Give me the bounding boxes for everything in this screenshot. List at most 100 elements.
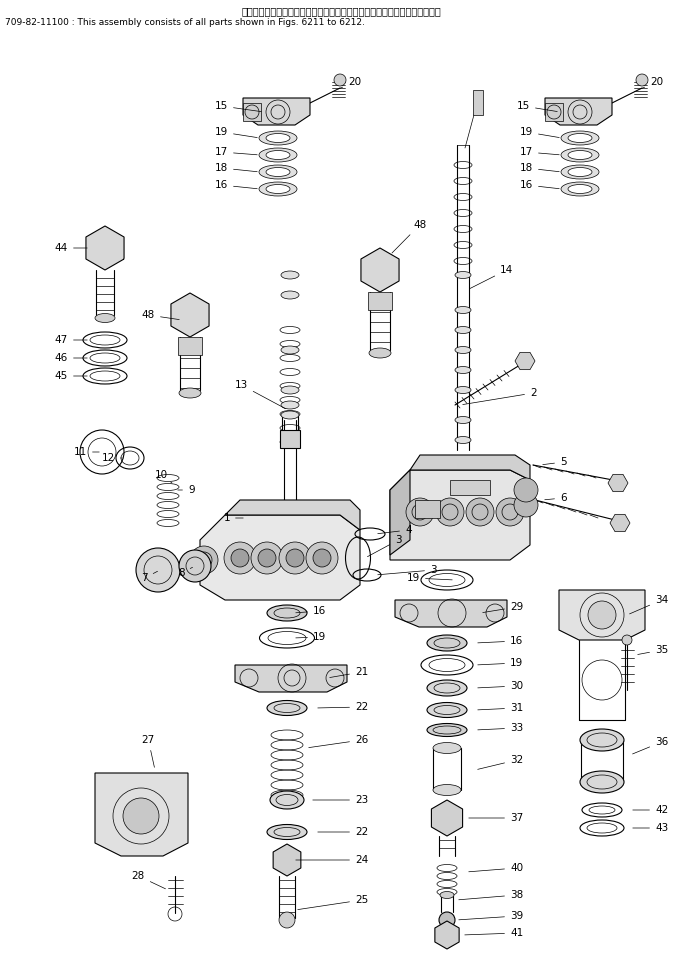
Circle shape bbox=[258, 549, 276, 567]
Text: 29: 29 bbox=[483, 602, 523, 612]
Ellipse shape bbox=[561, 165, 599, 179]
Circle shape bbox=[136, 548, 180, 592]
Ellipse shape bbox=[179, 388, 201, 398]
Circle shape bbox=[588, 601, 616, 629]
Ellipse shape bbox=[580, 729, 624, 751]
Text: 44: 44 bbox=[54, 243, 87, 253]
Text: 27: 27 bbox=[142, 735, 155, 767]
Circle shape bbox=[306, 542, 338, 574]
Ellipse shape bbox=[440, 892, 454, 898]
Circle shape bbox=[514, 493, 538, 517]
Circle shape bbox=[436, 498, 464, 526]
Circle shape bbox=[279, 542, 311, 574]
Text: 40: 40 bbox=[469, 863, 523, 873]
Ellipse shape bbox=[270, 791, 304, 809]
Ellipse shape bbox=[95, 313, 115, 323]
Ellipse shape bbox=[83, 350, 127, 366]
Text: 19: 19 bbox=[520, 127, 559, 138]
Polygon shape bbox=[273, 844, 301, 876]
Ellipse shape bbox=[281, 386, 299, 394]
Text: 28: 28 bbox=[131, 871, 165, 889]
Text: 20: 20 bbox=[641, 77, 663, 89]
Ellipse shape bbox=[427, 703, 467, 717]
Circle shape bbox=[123, 798, 159, 834]
Ellipse shape bbox=[433, 785, 461, 795]
Ellipse shape bbox=[427, 680, 467, 696]
Circle shape bbox=[496, 498, 524, 526]
Polygon shape bbox=[610, 515, 630, 532]
Polygon shape bbox=[200, 515, 360, 600]
Text: 18: 18 bbox=[520, 163, 559, 173]
Text: 20: 20 bbox=[338, 77, 361, 89]
Ellipse shape bbox=[281, 411, 299, 419]
Text: 709-82-11100 : This assembly consists of all parts shown in Figs. 6211 to 6212.: 709-82-11100 : This assembly consists of… bbox=[5, 18, 365, 27]
Ellipse shape bbox=[580, 771, 624, 793]
Polygon shape bbox=[559, 590, 645, 640]
Ellipse shape bbox=[455, 307, 471, 313]
Text: 30: 30 bbox=[478, 681, 523, 691]
Text: 9: 9 bbox=[178, 485, 195, 495]
Ellipse shape bbox=[568, 184, 592, 194]
Ellipse shape bbox=[259, 182, 297, 196]
Ellipse shape bbox=[266, 150, 290, 159]
Ellipse shape bbox=[281, 346, 299, 354]
Polygon shape bbox=[545, 98, 612, 125]
Text: 14: 14 bbox=[469, 265, 513, 289]
Ellipse shape bbox=[427, 635, 467, 651]
Polygon shape bbox=[435, 921, 459, 949]
Polygon shape bbox=[395, 600, 507, 627]
Ellipse shape bbox=[267, 701, 307, 715]
Bar bbox=[473, 90, 483, 115]
Ellipse shape bbox=[455, 272, 471, 279]
Ellipse shape bbox=[369, 348, 391, 358]
Text: 39: 39 bbox=[459, 911, 523, 921]
Text: 3: 3 bbox=[368, 535, 402, 556]
Circle shape bbox=[622, 635, 632, 645]
Ellipse shape bbox=[281, 271, 299, 279]
Ellipse shape bbox=[455, 366, 471, 373]
Ellipse shape bbox=[561, 148, 599, 162]
Text: 37: 37 bbox=[469, 813, 523, 823]
Polygon shape bbox=[431, 800, 462, 836]
Ellipse shape bbox=[568, 150, 592, 159]
Text: 19: 19 bbox=[478, 658, 523, 668]
Bar bbox=[545, 103, 563, 121]
Polygon shape bbox=[95, 773, 188, 856]
Text: 23: 23 bbox=[313, 795, 368, 805]
Polygon shape bbox=[410, 455, 530, 480]
Ellipse shape bbox=[281, 291, 299, 299]
Text: 4: 4 bbox=[378, 525, 411, 535]
Ellipse shape bbox=[433, 742, 461, 754]
Ellipse shape bbox=[267, 824, 307, 840]
Text: 24: 24 bbox=[296, 855, 368, 865]
Ellipse shape bbox=[259, 131, 297, 145]
Text: 46: 46 bbox=[54, 353, 87, 363]
Text: 36: 36 bbox=[633, 737, 668, 754]
Circle shape bbox=[636, 74, 648, 86]
Polygon shape bbox=[86, 226, 124, 270]
Text: 19: 19 bbox=[407, 573, 452, 583]
Text: 21: 21 bbox=[330, 667, 368, 678]
Text: 12: 12 bbox=[101, 453, 122, 463]
Text: 1: 1 bbox=[223, 513, 243, 523]
Ellipse shape bbox=[259, 165, 297, 179]
Ellipse shape bbox=[427, 724, 467, 736]
Text: 43: 43 bbox=[633, 823, 668, 833]
Text: 48: 48 bbox=[392, 220, 426, 253]
Ellipse shape bbox=[266, 184, 290, 194]
Text: 7: 7 bbox=[142, 572, 157, 583]
Polygon shape bbox=[225, 500, 360, 530]
Circle shape bbox=[466, 498, 494, 526]
Circle shape bbox=[279, 912, 295, 928]
Ellipse shape bbox=[561, 182, 599, 196]
Ellipse shape bbox=[259, 148, 297, 162]
Text: 25: 25 bbox=[298, 895, 368, 910]
Text: 22: 22 bbox=[318, 827, 368, 837]
Text: 18: 18 bbox=[215, 163, 257, 173]
Text: 48: 48 bbox=[142, 310, 179, 320]
Text: 16: 16 bbox=[296, 606, 326, 616]
Text: 8: 8 bbox=[178, 567, 193, 578]
Text: 19: 19 bbox=[296, 632, 326, 642]
Ellipse shape bbox=[83, 368, 127, 384]
Text: 16: 16 bbox=[215, 180, 257, 190]
